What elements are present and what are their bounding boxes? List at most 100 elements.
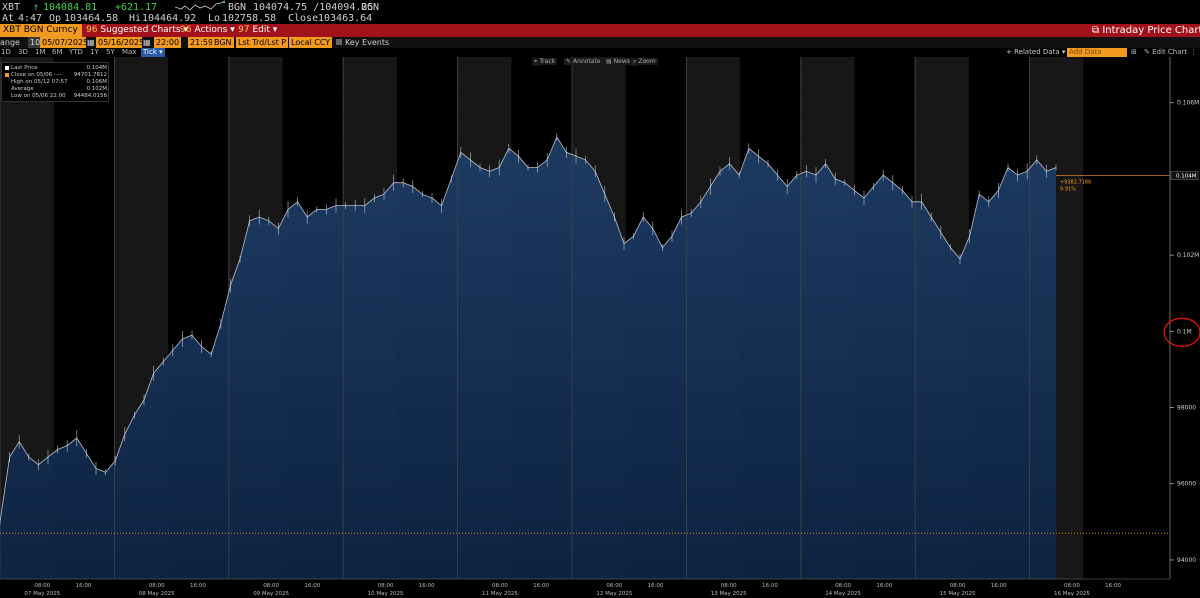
legend-value: 0.104M	[86, 65, 108, 71]
legend-swatch	[5, 65, 9, 70]
price-chart[interactable]: 9400096000980000.1M0.102M0.106M0.104M+93…	[0, 57, 1200, 598]
open-value: 103464.58	[64, 13, 119, 24]
open-label: Op	[49, 13, 62, 24]
suggested-charts-button[interactable]: 96 Suggested Charts ▾	[86, 24, 188, 37]
x-tick-label: 16:00	[991, 583, 1007, 589]
price-field-select[interactable]: Lst Trd/Lst P	[236, 37, 289, 48]
close-value: 103463.64	[318, 13, 373, 24]
time-label: At	[2, 13, 15, 24]
security-field[interactable]: XBT BGN Curncy	[0, 24, 82, 37]
add-data-input[interactable]: Add Data	[1067, 48, 1127, 57]
y-tick-label: 96000	[1177, 481, 1196, 488]
zoom-label: Zoom	[636, 58, 658, 65]
news-button[interactable]: ▤ News	[604, 58, 632, 65]
start-date-input[interactable]: 05/07/2025	[40, 37, 89, 48]
x-date-label: 13 May 2025	[711, 591, 747, 597]
x-date-label: 10 May 2025	[368, 591, 404, 597]
range-num[interactable]: 10	[28, 37, 43, 48]
y-tick-label: 98000	[1177, 405, 1196, 412]
actions-button[interactable]: 96 Actions ▾	[180, 24, 235, 37]
end-time-input[interactable]: 21:59	[188, 37, 216, 48]
quote-bar: XBT ↑ 104084.81 +621.17 BGN 104074.75 /1…	[0, 0, 1200, 24]
legend-swatch	[5, 72, 9, 77]
period-6m[interactable]: 6M	[52, 48, 63, 56]
last-change-label: +9382.7188	[1060, 180, 1091, 186]
x-tick-label: 08:00	[378, 583, 394, 589]
track-button[interactable]: ⌖ Track	[532, 58, 558, 66]
calendar-icon[interactable]: ▦	[143, 38, 151, 47]
related-data-button[interactable]: + Related Data ▾	[1006, 48, 1065, 57]
y-axis-panel	[1171, 57, 1200, 598]
legend-swatch	[5, 80, 9, 84]
x-tick-label: 08:00	[492, 583, 508, 589]
checkbox-icon[interactable]	[336, 39, 342, 45]
x-tick-label: 16:00	[762, 583, 778, 589]
legend-label: Average	[11, 86, 34, 92]
period-1y[interactable]: 1Y	[90, 48, 99, 56]
period-1m[interactable]: 1M	[35, 48, 46, 56]
price-change: +621.17	[115, 2, 158, 13]
expand-icon[interactable]: ⊞	[1131, 48, 1137, 56]
legend-swatch	[5, 87, 9, 91]
menu-bar: XBT BGN Curncy 96 Suggested Charts ▾ 96 Ac…	[0, 24, 1200, 37]
more-icon[interactable]: ⋮	[1190, 48, 1197, 56]
last-price-tag-label: 0.104M	[1176, 174, 1197, 180]
start-time-input[interactable]: 22:00	[154, 37, 182, 48]
chevron-down-icon: ▾	[183, 25, 188, 35]
legend-low: Low on 05/06 22:00 94484.0156	[5, 93, 107, 99]
zoom-button[interactable]: ⌕ Zoom	[631, 58, 658, 66]
x-tick-label: 08:00	[721, 583, 737, 589]
legend-close: Close on 05/06 ---- 94701.7812	[5, 72, 107, 78]
currency-select[interactable]: Local CCY	[289, 37, 333, 48]
news-label: News	[611, 58, 632, 65]
edit-button[interactable]: 97 Edit ▾	[238, 24, 277, 37]
x-date-label: 08 May 2025	[139, 591, 175, 597]
calendar-icon[interactable]: ▦	[87, 38, 95, 47]
x-tick-label: 16:00	[304, 583, 320, 589]
legend-high: High on 05/12 07:57 0.106M	[5, 79, 107, 85]
low-value: 102758.58	[222, 13, 277, 24]
period-bar: 1D 3D 1M 6M YTD 1Y 5Y Max Tick ▾ + Relat…	[0, 48, 1200, 57]
period-5y[interactable]: 5Y	[106, 48, 115, 56]
x-tick-label: 08:00	[835, 583, 851, 589]
edit-num: 97	[238, 25, 250, 35]
key-events-label: Key Events	[345, 38, 390, 47]
period-max[interactable]: Max	[122, 48, 137, 56]
source-field[interactable]: BGN	[212, 37, 234, 48]
legend-value: 94484.0156	[73, 93, 107, 99]
chart-area[interactable]: 94000 96000 98000 0.1M 0.102M 0.106M 0.104M +93…	[0, 57, 1200, 598]
source-label: BGN	[228, 2, 247, 13]
x-date-label: 16 May 2025	[1054, 591, 1090, 597]
popout-icon[interactable]: ⧉	[1092, 25, 1100, 36]
period-tick[interactable]: Tick ▾	[141, 48, 165, 57]
source-label-2: BGN	[361, 2, 380, 13]
edit-chart-button[interactable]: ✎ Edit Chart	[1144, 48, 1187, 57]
ticker[interactable]: XBT	[2, 2, 21, 13]
y-tick-label: 0.106M	[1177, 100, 1199, 107]
legend-label: Last Price	[11, 65, 38, 71]
chevron-down-icon: ▾	[272, 25, 278, 35]
legend-value: 0.106M	[86, 79, 108, 85]
x-date-label: 15 May 2025	[940, 591, 976, 597]
x-date-label: 07 May 2025	[24, 591, 60, 597]
period-3d[interactable]: 3D	[18, 48, 28, 56]
annotate-button[interactable]: ✎ Annotate	[564, 58, 603, 65]
x-tick-label: 08:00	[1064, 583, 1080, 589]
end-date-input[interactable]: 05/16/2025	[96, 37, 145, 48]
high-label: Hi	[129, 13, 142, 24]
period-ytd[interactable]: YTD	[69, 48, 83, 56]
legend-average: Average 0.102M	[5, 86, 107, 92]
key-events-toggle[interactable]: Key Events	[336, 37, 389, 48]
close-label: Close	[288, 13, 319, 24]
x-tick-label: 16:00	[1105, 583, 1121, 589]
period-1d[interactable]: 1D	[1, 48, 11, 56]
related-data-label: + Related Data	[1006, 48, 1060, 56]
x-tick-label: 08:00	[263, 583, 279, 589]
suggested-charts-label: Suggested Charts	[100, 25, 181, 35]
low-label: Lo	[208, 13, 221, 24]
x-tick-label: 16:00	[533, 583, 549, 589]
chevron-down-icon: ▾	[1061, 48, 1066, 56]
legend-swatch	[5, 94, 9, 98]
x-tick-label: 16:00	[419, 583, 435, 589]
high-value: 104464.92	[142, 13, 197, 24]
